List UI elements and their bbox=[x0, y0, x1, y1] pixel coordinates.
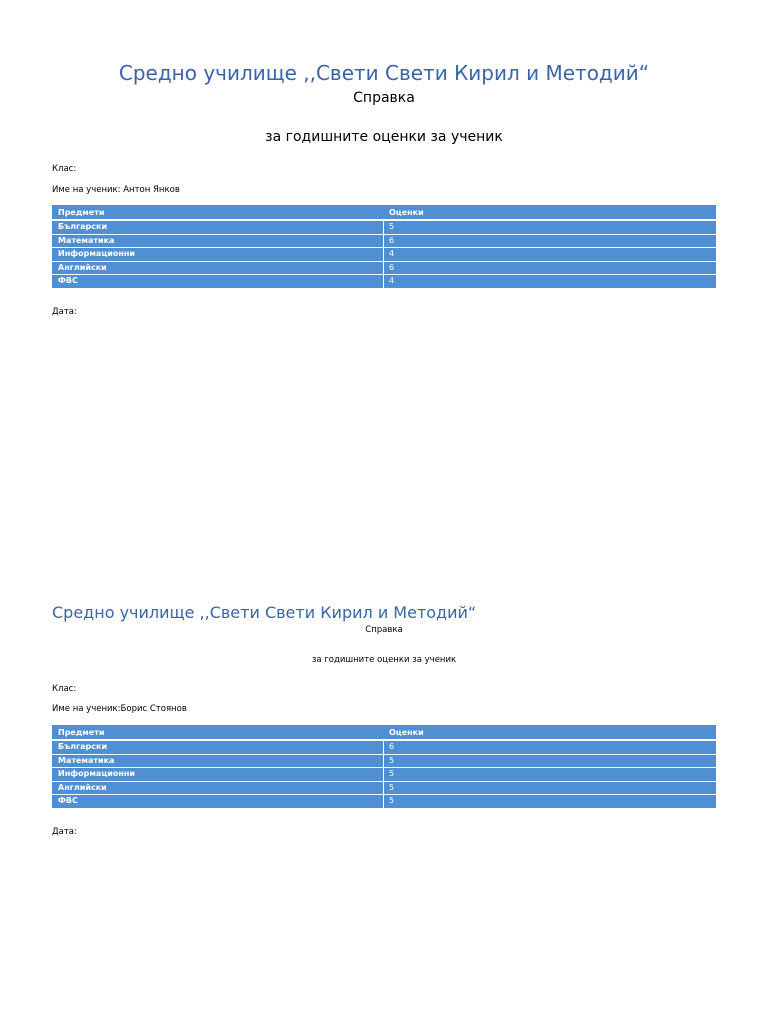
heading: за годишните оценки за ученик bbox=[265, 129, 503, 145]
subject-cell: Английски bbox=[52, 781, 384, 795]
subject-cell: ФВС bbox=[52, 275, 384, 288]
student-label: Име на ученик:Борис Стоянов bbox=[52, 704, 187, 714]
header-cell: Оценки bbox=[389, 208, 424, 217]
subject-cell: Информационни bbox=[52, 768, 384, 781]
header-cell: Оценки bbox=[389, 728, 424, 737]
grade-cell: 6 bbox=[389, 235, 395, 245]
grade-cell: 5 bbox=[389, 769, 395, 779]
class-label: Клас: bbox=[52, 164, 77, 174]
grade-cell: 5 bbox=[389, 755, 395, 765]
subject-cell: Математика bbox=[52, 234, 384, 248]
subject-cell: ФВС bbox=[52, 795, 384, 808]
table-row: Български 5 bbox=[52, 221, 716, 235]
header-row: Предмети Оценки bbox=[52, 205, 716, 221]
table-row: Български 6 bbox=[52, 741, 716, 755]
grade-cell: 6 bbox=[389, 262, 395, 272]
subtitle: Справка bbox=[353, 90, 415, 106]
grade-cell: 5 bbox=[389, 222, 395, 231]
table-row: Английски 6 bbox=[52, 261, 716, 276]
student-label: Име на ученик: Антон Янков bbox=[52, 185, 180, 195]
table-row: Информационни 4 bbox=[52, 248, 716, 262]
table-row: ФВС 4 bbox=[52, 275, 716, 288]
table-row: Английски 5 bbox=[52, 781, 716, 796]
school-title: Средно училище ,,Свети Свети Кирил и Мет… bbox=[118, 61, 650, 85]
subject-cell: Английски bbox=[52, 261, 384, 275]
class-label: Клас: bbox=[52, 684, 77, 694]
subject-cell: Български bbox=[52, 741, 384, 754]
grade-cell: 4 bbox=[389, 276, 395, 286]
header-cell: Предмети bbox=[58, 728, 105, 737]
date-label: Дата: bbox=[52, 827, 77, 837]
school-title: Средно училище ,,Свети Свети Кирил и Мет… bbox=[52, 603, 477, 622]
header-cell: Предмети bbox=[58, 208, 105, 217]
subject-cell: Математика bbox=[52, 754, 384, 768]
subject-cell: Информационни bbox=[52, 248, 384, 261]
subtitle: Справка bbox=[365, 625, 403, 635]
grade-cell: 5 bbox=[389, 796, 395, 806]
table-row: ФВС 5 bbox=[52, 795, 716, 808]
table-row: Информационни 5 bbox=[52, 768, 716, 782]
grade-cell: 4 bbox=[389, 249, 395, 259]
grade-cell: 6 bbox=[389, 742, 395, 751]
header-row: Предмети Оценки bbox=[52, 725, 716, 741]
subject-cell: Български bbox=[52, 221, 384, 234]
date-label: Дата: bbox=[52, 307, 77, 317]
heading: за годишните оценки за ученик bbox=[311, 655, 457, 665]
grades-table: Предмети Оценки Български 5 Математика 6 Инфор… bbox=[52, 205, 716, 288]
grades-table: Предмети Оценки Български 6 Математика 5 Инфор… bbox=[52, 725, 716, 808]
table-row: Математика 5 bbox=[52, 754, 716, 769]
grade-cell: 5 bbox=[389, 782, 395, 792]
table-row: Математика 6 bbox=[52, 234, 716, 249]
